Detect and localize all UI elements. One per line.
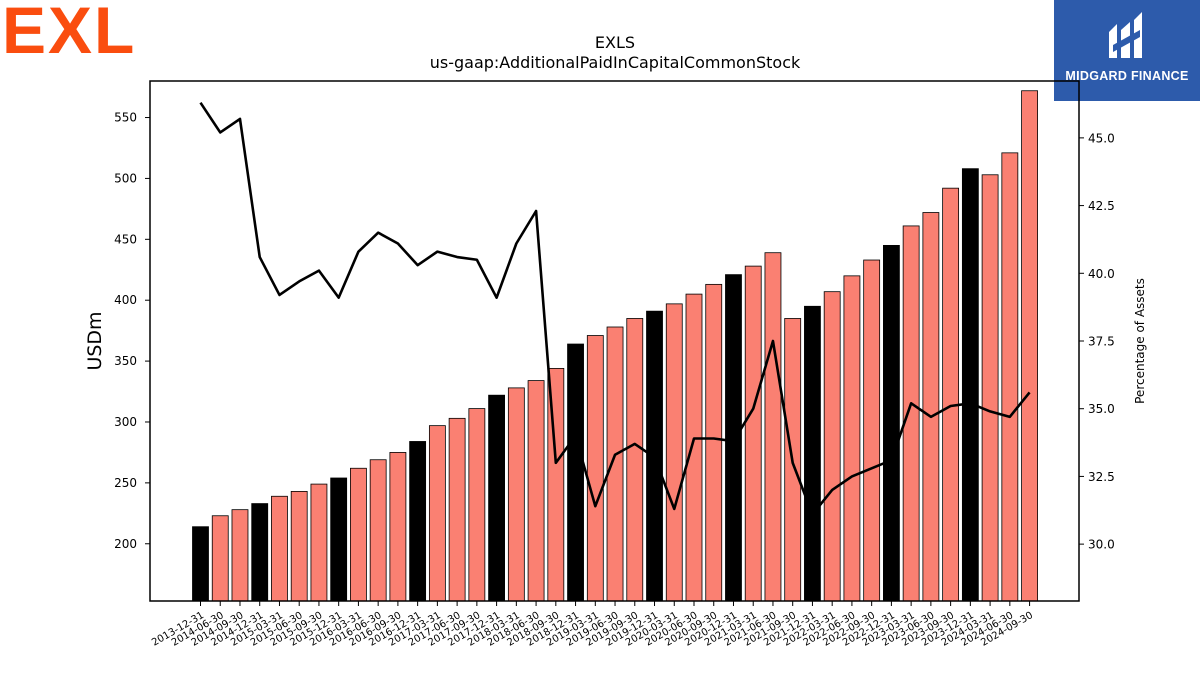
- bar: [389, 452, 407, 602]
- y-tick-label: 200: [114, 537, 137, 551]
- bar: [942, 187, 960, 602]
- y-tick-label: 400: [114, 293, 137, 307]
- y-axis: 200 250 300 350 400 450 500 550: [114, 111, 150, 551]
- bar: [271, 495, 288, 602]
- bar: [981, 174, 999, 602]
- x-axis: 2013-12-312014-06-302014-09-302014-12-31…: [150, 601, 1035, 649]
- y2-axis: 30.0 32.5 35.0 37.5 40.0 42.5 45.0: [1079, 131, 1115, 552]
- exl-logo: EXL: [2, 0, 137, 67]
- bar: [804, 305, 821, 602]
- y-axis-label: USDm: [84, 311, 106, 370]
- bar: [192, 526, 209, 602]
- bars-group: [192, 90, 1038, 602]
- y2-tick-label: 42.5: [1088, 199, 1115, 213]
- bar: [507, 387, 525, 602]
- bar: [468, 408, 486, 602]
- y2-tick-label: 40.0: [1088, 267, 1115, 281]
- y-tick-label: 500: [114, 171, 137, 185]
- bar: [883, 244, 900, 602]
- percentage-line: [199, 101, 1031, 516]
- bar: [823, 291, 841, 602]
- bar: [843, 275, 861, 602]
- y2-tick-label: 37.5: [1088, 335, 1115, 349]
- midgard-finance-wordmark: MIDGARD FINANCE: [1065, 69, 1189, 83]
- bar: [764, 252, 782, 602]
- bar: [369, 459, 387, 602]
- bar: [290, 490, 308, 602]
- y2-tick-label: 30.0: [1088, 538, 1115, 552]
- chart-subtitle: us-gaap:AdditionalPaidInCapitalCommonSto…: [430, 53, 801, 72]
- bar: [448, 417, 466, 602]
- bar: [567, 343, 584, 602]
- y-tick-label: 550: [114, 111, 137, 125]
- bar: [428, 425, 446, 602]
- bar: [606, 326, 624, 602]
- bar: [330, 477, 348, 602]
- bar: [626, 318, 644, 602]
- bar: [685, 293, 703, 602]
- line-group: [199, 101, 1031, 516]
- bar: [251, 503, 269, 602]
- bar: [1021, 90, 1038, 602]
- bar: [922, 212, 940, 602]
- y-tick-label: 300: [114, 415, 137, 429]
- bar: [488, 394, 506, 602]
- bar: [902, 225, 920, 602]
- y-tick-label: 350: [114, 354, 137, 368]
- bar: [586, 335, 604, 602]
- y-tick-label: 250: [114, 476, 137, 490]
- bar: [744, 265, 762, 602]
- y-tick-label: 450: [114, 232, 137, 246]
- midgard-emblem-icon: [1109, 12, 1142, 58]
- bar: [350, 467, 367, 602]
- y2-axis-label: Percentage of Assets: [1133, 278, 1147, 404]
- bar: [1001, 152, 1019, 602]
- bar: [409, 441, 427, 602]
- bar: [961, 168, 979, 602]
- y2-tick-label: 45.0: [1088, 131, 1115, 145]
- chart-title: EXLS: [595, 33, 635, 52]
- bar: [863, 259, 881, 602]
- bar: [665, 303, 683, 602]
- bar: [211, 515, 229, 602]
- bar: [705, 283, 723, 602]
- y2-tick-label: 32.5: [1088, 470, 1115, 484]
- bar: [310, 483, 328, 602]
- bar: [725, 274, 742, 602]
- midgard-finance-logo: MIDGARD FINANCE: [1054, 0, 1200, 101]
- bar: [231, 509, 249, 602]
- bar: [527, 380, 545, 602]
- y2-tick-label: 35.0: [1088, 402, 1115, 416]
